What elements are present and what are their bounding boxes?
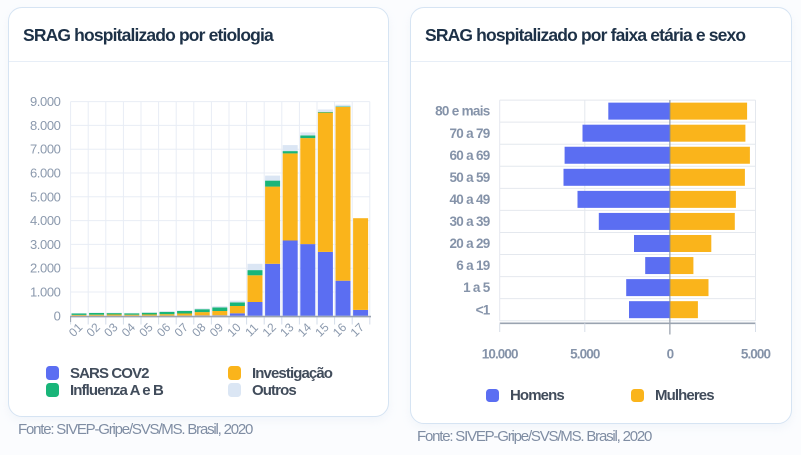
svg-text:40 a 49: 40 a 49 (449, 192, 489, 207)
svg-text:9.000: 9.000 (30, 94, 61, 109)
svg-text:60 a 69: 60 a 69 (449, 148, 489, 163)
svg-text:3.000: 3.000 (30, 237, 61, 252)
svg-text:<1: <1 (476, 302, 491, 317)
svg-text:17: 17 (348, 320, 368, 340)
svg-text:7.000: 7.000 (30, 142, 61, 157)
svg-text:0: 0 (54, 308, 61, 323)
svg-text:80 e mais: 80 e mais (435, 104, 490, 119)
svg-text:0: 0 (667, 347, 674, 362)
svg-text:1 a 5: 1 a 5 (463, 280, 491, 295)
svg-text:30 a 39: 30 a 39 (449, 214, 489, 229)
svg-text:20 a 29: 20 a 29 (449, 236, 489, 251)
svg-text:4.000: 4.000 (30, 213, 61, 228)
svg-text:2.000: 2.000 (30, 261, 61, 276)
svg-text:5.000: 5.000 (741, 347, 771, 362)
svg-text:10.000: 10.000 (482, 347, 518, 362)
svg-text:50 a 59: 50 a 59 (449, 170, 489, 185)
svg-text:5.000: 5.000 (30, 189, 61, 204)
svg-text:5.000: 5.000 (570, 347, 600, 362)
svg-text:1.000: 1.000 (30, 285, 61, 300)
svg-text:6 a 19: 6 a 19 (456, 258, 490, 273)
svg-text:10: 10 (224, 320, 244, 340)
svg-text:8.000: 8.000 (30, 118, 61, 133)
svg-text:6.000: 6.000 (30, 166, 61, 181)
svg-text:70 a 79: 70 a 79 (449, 126, 489, 141)
